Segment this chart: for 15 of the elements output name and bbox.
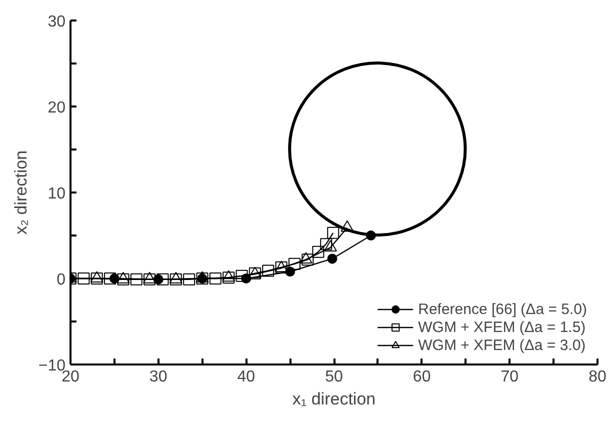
legend-label: Reference [66] (Δa = 5.0)	[418, 300, 587, 318]
legend-label: WGM + XFEM (Δa = 1.5)	[418, 318, 586, 336]
x-tick-label: 50	[325, 368, 343, 386]
y-tick-label: 0	[56, 272, 66, 288]
legend-label: WGM + XFEM (Δa = 3.0)	[418, 336, 586, 354]
x-tick-label: 80	[588, 368, 606, 386]
x-tick-label: 70	[500, 368, 519, 386]
x-tick-label: 30	[149, 368, 168, 386]
y-axis-title: x₂ direction	[11, 150, 30, 235]
y-tick-label: 30	[48, 14, 66, 30]
x-tick-label: 40	[237, 368, 256, 386]
x-axis-title: x₁ direction	[292, 390, 376, 408]
y-tick-label: 20	[48, 100, 66, 116]
y-tick-label: 10	[48, 186, 66, 202]
x-tick-label: 60	[412, 368, 431, 386]
